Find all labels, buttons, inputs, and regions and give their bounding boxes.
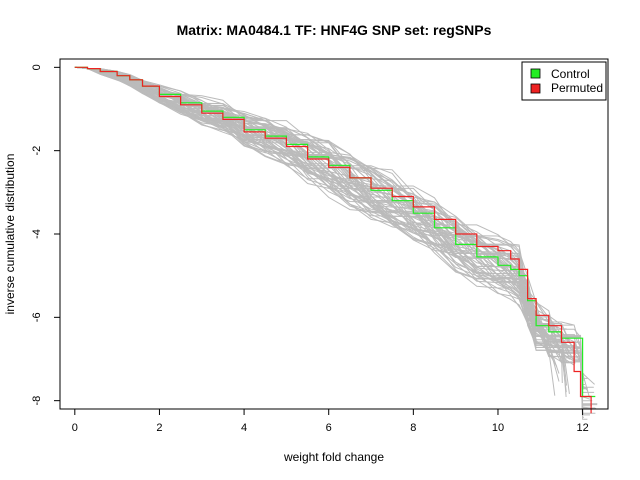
x-tick-label: 4: [241, 422, 247, 434]
chart-title: Matrix: MA0484.1 TF: HNF4G SNP set: regS…: [177, 22, 492, 38]
background-series-line: [74, 66, 589, 392]
series-line-permuted: [74, 66, 592, 414]
legend-box: [521, 61, 607, 101]
legend-label-control: Control: [551, 67, 590, 81]
x-tick-label: 12: [576, 422, 588, 434]
background-series-line: [74, 66, 584, 387]
y-tick-label: -2: [31, 146, 43, 156]
background-series-line: [74, 66, 580, 353]
x-tick-label: 10: [492, 422, 504, 434]
legend: Control Permuted: [521, 61, 607, 101]
series-group: [74, 66, 596, 414]
y-tick-label: -4: [31, 229, 43, 239]
background-series-line: [74, 66, 560, 374]
background-series-group: [74, 66, 598, 420]
background-series-line: [74, 66, 596, 414]
x-tick-label: 2: [156, 422, 162, 434]
x-tick-label: 6: [326, 422, 332, 434]
y-tick-label: -8: [31, 396, 43, 406]
legend-swatch-permuted: [530, 83, 541, 94]
background-series-line: [74, 66, 592, 407]
y-tick-label: -6: [31, 312, 43, 322]
x-axis-label: weight fold change: [283, 450, 384, 464]
legend-label-permuted: Permuted: [551, 81, 603, 95]
y-axis-label: inverse cumulative distribution: [3, 154, 17, 315]
x-tick-label: 8: [410, 422, 416, 434]
x-tick-label: 0: [72, 422, 78, 434]
plot-frame: [59, 58, 609, 410]
y-tick-label: 0: [31, 64, 43, 70]
legend-swatch-control: [530, 68, 541, 79]
